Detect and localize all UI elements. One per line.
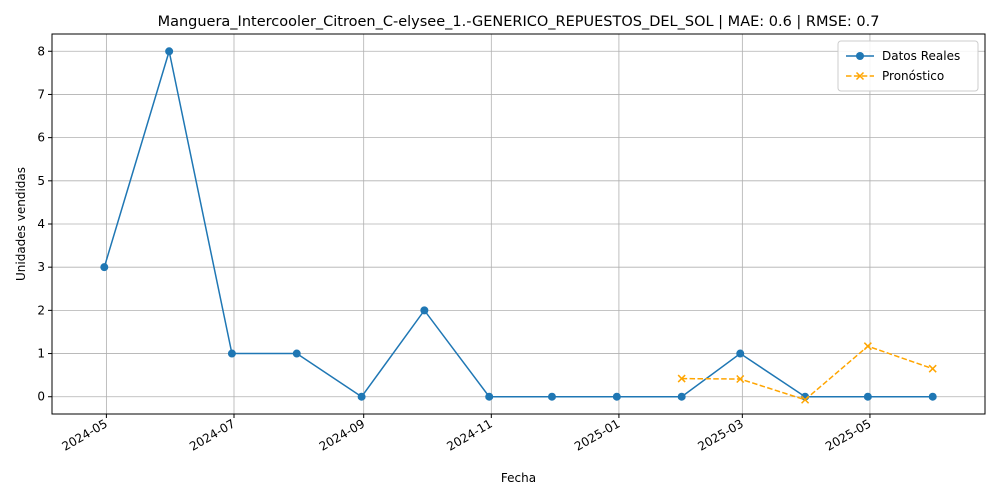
data-point [100, 263, 109, 272]
y-tick-label: 8 [37, 44, 45, 58]
data-point [677, 374, 686, 383]
x-tick-label: 2025-03 [695, 416, 745, 453]
x-tick-label: 2024-11 [444, 416, 494, 453]
legend-frame [837, 40, 979, 92]
data-point [736, 374, 745, 384]
legend-label: Pronóstico [882, 69, 944, 83]
x-tick-label: 2024-09 [317, 416, 367, 453]
chart-title: Manguera_Intercooler_Citroen_C-elysee_1.… [158, 14, 880, 30]
y-tick-label: 7 [37, 87, 45, 101]
data-point [863, 392, 872, 401]
data-point [801, 395, 810, 404]
y-tick-label: 4 [37, 217, 45, 231]
y-tick-label: 6 [37, 131, 45, 145]
data-point [292, 349, 301, 358]
data-point [928, 364, 937, 373]
data-point [547, 392, 556, 401]
legend-label: Datos Reales [882, 49, 960, 63]
y-tick-label: 0 [37, 390, 45, 404]
series-line [103, 51, 933, 398]
data-point [612, 392, 621, 401]
x-tick-label: 2024-05 [59, 416, 109, 453]
legend-marker [855, 71, 865, 81]
data-point [485, 392, 494, 401]
x-tick-label: 2025-05 [823, 416, 873, 453]
series-line [681, 345, 933, 401]
data-point [420, 306, 429, 315]
series-layer [100, 47, 937, 404]
x-tick-label: 2024-07 [187, 416, 237, 453]
x-axis-title: Fecha [501, 471, 536, 485]
data-point [863, 342, 872, 351]
x-tick-label: 2025-01 [572, 416, 622, 453]
y-tick-label: 2 [37, 303, 45, 317]
data-point [677, 392, 686, 401]
data-point [165, 47, 174, 56]
grid-layer [52, 34, 985, 414]
axis-layer: 0 1 2 3 4 5 6 7 8 2024-05 2024-07 2024-09 2024-11 202… [37, 44, 873, 453]
data-point [227, 349, 236, 358]
data-point [736, 349, 745, 358]
data-point [928, 392, 937, 401]
y-axis-title: Unidades vendidas [14, 167, 28, 281]
y-tick-label: 3 [37, 260, 45, 274]
legend-marker [856, 52, 864, 60]
y-tick-label: 1 [37, 347, 45, 361]
legend: Datos Reales Pronóstico [837, 40, 979, 92]
y-tick-label: 5 [37, 174, 45, 188]
data-point [357, 392, 366, 401]
